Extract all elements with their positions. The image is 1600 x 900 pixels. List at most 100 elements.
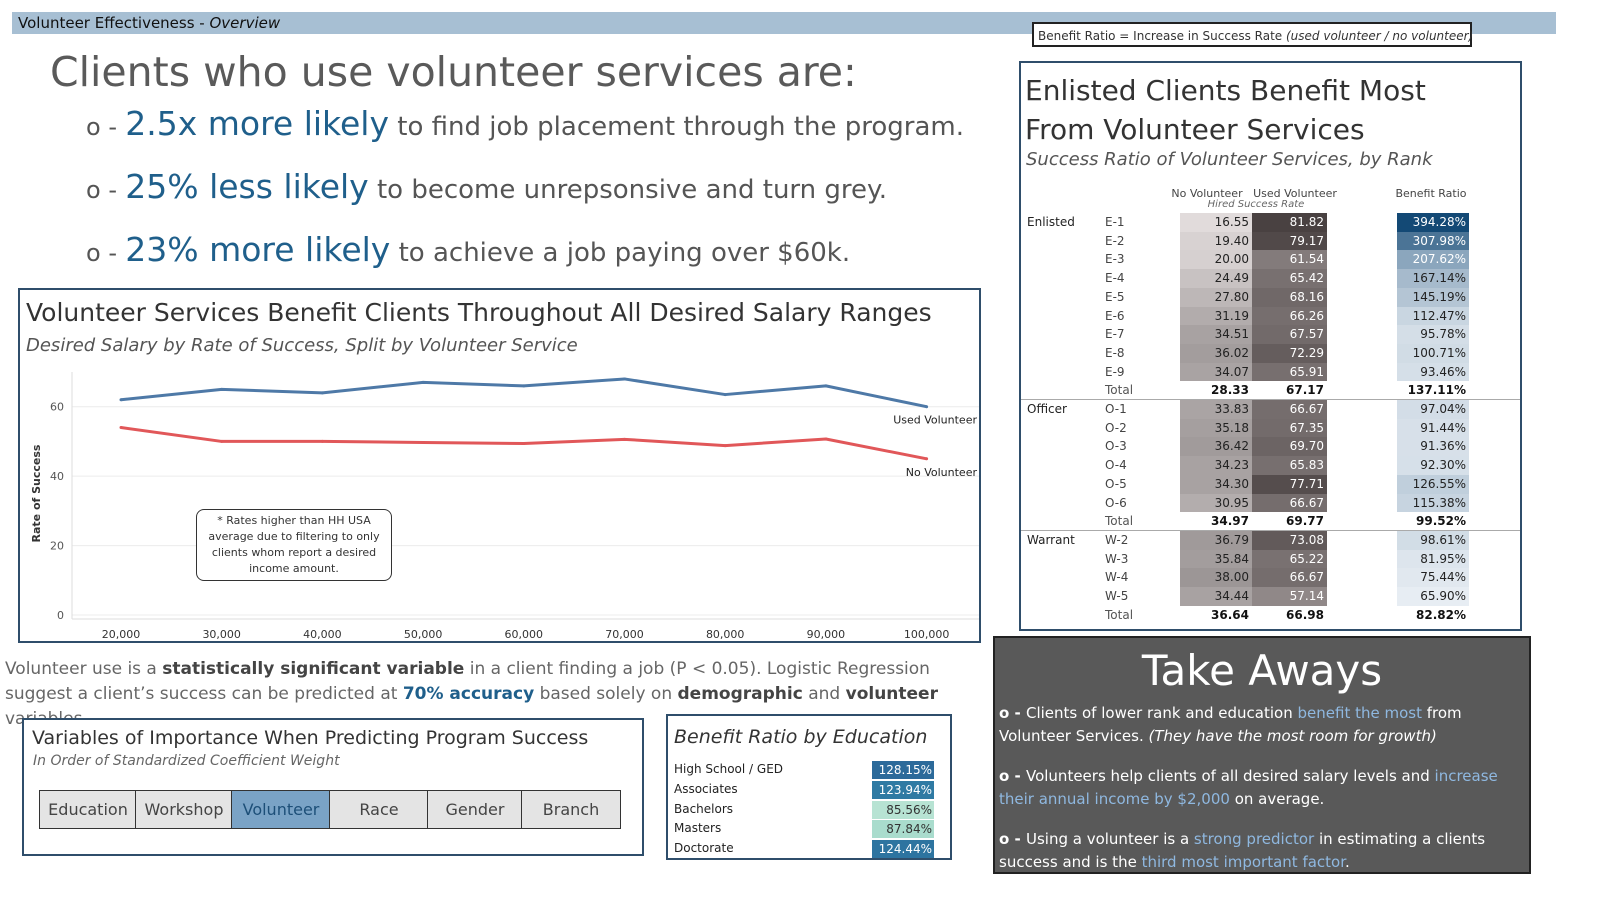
series-point <box>522 442 526 446</box>
variable-branch-button[interactable]: Branch <box>521 790 621 829</box>
x-tick-label: 50,000 <box>404 628 443 641</box>
line-chart-title: Volunteer Services Benefit Clients Throu… <box>26 298 932 327</box>
table-total-row: Total 36.64 66.98 82.82% <box>1105 605 1470 625</box>
education-value: 123.94% <box>872 781 934 799</box>
rank-label: W-2 <box>1105 532 1129 547</box>
rank-label: E-1 <box>1105 215 1125 229</box>
series-point <box>623 437 626 441</box>
variable-volunteer-button[interactable]: Volunteer <box>231 790 331 829</box>
variables-panel: Variables of Importance When Predicting … <box>22 718 644 856</box>
benefit-ratio-value: 65.90% <box>1397 587 1469 606</box>
rank-label: O-2 <box>1105 420 1127 435</box>
used-volunteer-value: 66.26 <box>1252 306 1327 326</box>
line-chart: 0 20 40 60 20,000 30,000 40,000 50,000 60,000 70,… <box>30 372 979 641</box>
education-title: Benefit Ratio by Education <box>674 726 928 748</box>
no-volunteer-value: 20.00 <box>1180 250 1252 270</box>
table-row: E-1 16.55 81.82 394.28% <box>1105 213 1470 232</box>
rank-label: O-6 <box>1105 495 1127 510</box>
table-row: O-5 34.30 77.71 126.55% <box>1105 474 1470 494</box>
used-volunteer-value: 61.54 <box>1252 250 1327 270</box>
series-point <box>824 384 828 388</box>
stat-unresponsive: o - 25% less likely to become unrepsonsi… <box>86 167 887 206</box>
benefit-ratio-value: 112.47% <box>1397 306 1469 326</box>
benefit-ratio-definition: Benefit Ratio = Increase in Success Rate… <box>1032 22 1473 47</box>
benefit-ratio-value: 307.98% <box>1397 231 1469 251</box>
no-volunteer-value: 34.07 <box>1180 362 1252 382</box>
benefit-ratio-value: 126.55% <box>1397 474 1469 494</box>
x-tick-label: 60,000 <box>505 628 544 641</box>
group-divider <box>1021 399 1520 400</box>
used-volunteer-value: 66.67 <box>1252 400 1327 419</box>
rank-table-title: Enlisted Clients Benefit Most From Volun… <box>1025 74 1426 146</box>
no-volunteer-value: 19.40 <box>1180 231 1252 251</box>
variable-gender-button[interactable]: Gender <box>427 790 523 829</box>
rank-label: E-9 <box>1105 364 1125 379</box>
rank-group-label: Warrant <box>1027 532 1075 547</box>
table-row: E-7 34.51 67.57 95.78% <box>1105 325 1470 345</box>
education-value: 128.15% <box>872 761 934 779</box>
table-row: E-2 19.40 79.17 307.98% <box>1105 231 1470 251</box>
x-tick-label: 90,000 <box>807 628 846 641</box>
series-line <box>120 377 927 409</box>
y-tick-label: 40 <box>50 470 64 483</box>
series-point <box>320 391 324 395</box>
series-point <box>824 437 828 441</box>
benefit-ratio-value: 115.38% <box>1397 493 1469 513</box>
table-row: E-4 24.49 65.42 167.14% <box>1105 269 1470 289</box>
education-value: 85.56% <box>872 801 934 819</box>
education-row: Doctorate 124.44% <box>674 840 934 858</box>
variables-subtitle: In Order of Standardized Coefficient Wei… <box>33 753 340 769</box>
no-volunteer-value: 30.95 <box>1180 493 1252 513</box>
series-end-label: Used Volunteer <box>893 414 977 427</box>
benefit-ratio-value: 167.14% <box>1397 269 1469 289</box>
table-row: W-2 36.79 73.08 98.61% <box>1105 530 1470 550</box>
used-volunteer-value: 73.08 <box>1252 530 1327 550</box>
no-volunteer-value: 36.79 <box>1180 530 1252 550</box>
no-volunteer-value: 34.97 <box>1180 512 1252 532</box>
benefit-ratio-value: 91.44% <box>1397 418 1469 438</box>
variables-title: Variables of Importance When Predicting … <box>32 727 589 749</box>
rank-label: W-5 <box>1105 589 1129 603</box>
used-volunteer-value: 65.42 <box>1252 269 1327 289</box>
series-point <box>723 444 727 448</box>
variable-education-button[interactable]: Education <box>39 790 137 829</box>
benefit-ratio-value: 93.46% <box>1397 362 1469 382</box>
table-row: E-9 34.07 65.91 93.46% <box>1105 362 1470 382</box>
rank-label: Total <box>1105 514 1134 529</box>
no-volunteer-value: 38.00 <box>1180 568 1252 588</box>
table-row: O-1 33.83 66.67 97.04% <box>1105 400 1470 419</box>
no-volunteer-value: 27.80 <box>1180 287 1252 307</box>
benefit-ratio-value: 82.82% <box>1397 605 1469 625</box>
used-volunteer-value: 65.91 <box>1252 362 1327 382</box>
stat-job-placement: o - 2.5x more likely to find job placeme… <box>86 104 964 143</box>
series-point <box>522 384 526 388</box>
used-volunteer-value: 77.71 <box>1252 474 1327 494</box>
significance-paragraph: Volunteer use is a statistically signifi… <box>5 659 938 729</box>
rank-label: O-1 <box>1105 402 1127 416</box>
variable-race-button[interactable]: Race <box>329 790 429 829</box>
dashboard-title: Volunteer Effectiveness - Overview <box>18 14 281 32</box>
benefit-ratio-value: 98.61% <box>1397 530 1469 550</box>
used-volunteer-value: 68.16 <box>1252 287 1327 307</box>
used-volunteer-value: 79.17 <box>1252 231 1327 251</box>
table-row: W-5 34.44 57.14 65.90% <box>1105 587 1470 606</box>
group-divider <box>1021 529 1520 531</box>
series-point <box>220 387 224 391</box>
no-volunteer-value: 36.42 <box>1180 437 1252 457</box>
table-total-row: Total 34.97 69.77 99.52% <box>1105 512 1470 532</box>
rank-label: W-4 <box>1105 570 1129 585</box>
variable-workshop-button[interactable]: Workshop <box>135 790 233 829</box>
used-volunteer-value: 66.67 <box>1252 493 1327 513</box>
table-row: O-6 30.95 66.67 115.38% <box>1105 493 1470 513</box>
takeaway-item: o - Clients of lower rank and education … <box>999 704 1462 745</box>
series-point <box>723 393 727 397</box>
chart-note: * Rates higher than HH USA average due t… <box>196 509 392 581</box>
no-volunteer-value: 34.44 <box>1180 587 1252 606</box>
x-tick-label: 80,000 <box>706 628 745 641</box>
no-volunteer-value: 35.84 <box>1180 549 1252 569</box>
series-point <box>220 439 224 443</box>
rank-label: E-3 <box>1105 252 1125 267</box>
y-tick-label: 0 <box>57 609 64 622</box>
series-point <box>320 439 324 443</box>
education-row: Bachelors 85.56% <box>674 801 934 819</box>
